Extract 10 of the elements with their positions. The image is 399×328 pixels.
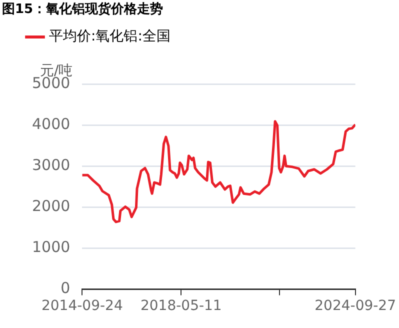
x-tick-label: 2014-09-24 bbox=[41, 298, 123, 314]
legend-label: 平均价:氧化铝:全国 bbox=[49, 28, 170, 45]
y-tick-label: 2000 bbox=[32, 197, 70, 216]
x-tick-label: 2024-09-27 bbox=[314, 298, 396, 314]
chart-title: 图15：氧化铝现货价格走势 bbox=[2, 1, 164, 18]
y-tick-label: 3000 bbox=[32, 156, 70, 174]
y-tick-label: 0 bbox=[60, 279, 70, 298]
y-tick-label: 1000 bbox=[32, 238, 70, 256]
y-tick-label: 4000 bbox=[32, 114, 70, 133]
x-tick-label: 2018-05-11 bbox=[140, 298, 222, 314]
